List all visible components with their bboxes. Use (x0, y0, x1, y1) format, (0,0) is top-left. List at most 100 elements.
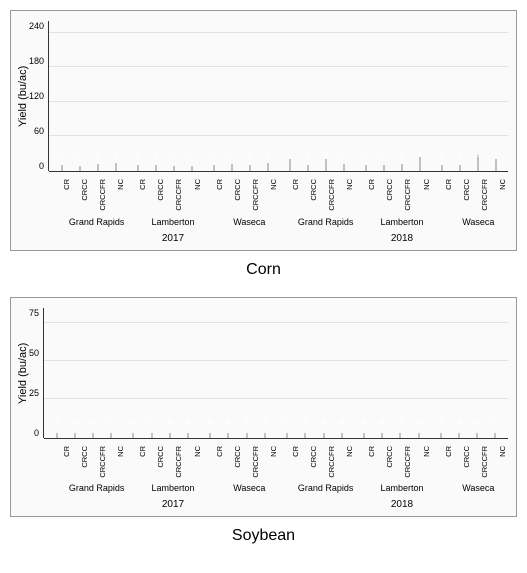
site-label: Lamberton (135, 214, 210, 230)
y-axis-label: Yield (bu/ac) (15, 21, 29, 171)
error-bar (151, 433, 152, 438)
error-bar (213, 165, 214, 171)
sig-letter: a (412, 150, 427, 159)
treatment-tick: CRCCFR (403, 176, 418, 214)
treatment-tick: CR (62, 443, 77, 460)
error-bar (343, 164, 344, 171)
treatment-tick: CRCCFR (174, 176, 189, 214)
error-bar (440, 433, 441, 438)
sig-letter: a (334, 417, 349, 426)
sig-letter: a (394, 150, 409, 159)
sig-letter: a (356, 417, 371, 426)
error-bar (231, 164, 232, 171)
treatment-tick: CRCC (385, 443, 400, 471)
treatment-tick: CRCCFR (251, 176, 266, 214)
treatment-tick: NC (269, 443, 284, 460)
y-axis-label: Yield (bu/ac) (15, 308, 29, 438)
sig-letter: a (239, 417, 254, 426)
treatment-tick: NC (116, 176, 131, 193)
error-bar (307, 165, 308, 171)
y-tick: 180 (29, 56, 44, 66)
y-tick: 75 (29, 308, 39, 318)
treatment-tick: CRCCFR (480, 443, 495, 481)
treatment-tick: CRCCFR (98, 176, 113, 214)
treatment-tick: CR (215, 443, 230, 460)
sig-letter: a (206, 150, 221, 159)
corn-title: Corn (10, 261, 517, 279)
error-bar (477, 433, 478, 438)
sig-letter: a (72, 150, 87, 159)
error-bar (111, 433, 112, 438)
sig-letter: a (166, 150, 181, 159)
treatment-tick: NC (193, 443, 208, 460)
error-bar (383, 165, 384, 171)
error-bar (74, 433, 75, 438)
y-tick: 0 (29, 428, 39, 438)
site-label: Grand Rapids (59, 480, 134, 496)
sig-letter: a (280, 417, 295, 426)
treatment-tick: CRCC (156, 176, 171, 204)
site-label: Grand Rapids (288, 480, 363, 496)
treatment-tick: NC (345, 176, 360, 193)
sig-letter: a (162, 417, 177, 426)
error-bar (289, 159, 290, 171)
error-bar (115, 163, 116, 171)
corn-chart: Yield (bu/ac)240180120600aaaaaaaaaaaaaaa… (10, 10, 517, 251)
soybean-chart: Yield (bu/ac)7550250aaaaaaaaaaaaaaaaaaaa… (10, 297, 517, 518)
error-bar (441, 165, 442, 171)
sig-letter: a (452, 150, 467, 159)
sig-letter: a (67, 417, 82, 426)
treatment-tick: CR (367, 176, 382, 193)
sig-letter: a (300, 150, 315, 159)
y-tick: 120 (29, 91, 44, 101)
error-bar (264, 433, 265, 438)
error-bar (267, 163, 268, 171)
treatment-tick: CR (138, 443, 153, 460)
treatment-tick: NC (498, 443, 513, 460)
error-bar (249, 165, 250, 171)
sig-letter: a (470, 417, 485, 426)
error-bar (56, 433, 57, 438)
sig-letter: a (148, 150, 163, 159)
sig-letter: a (257, 417, 272, 426)
treatment-tick: CR (215, 176, 230, 193)
sig-letter: a (393, 417, 408, 426)
year-label: 2018 (288, 496, 516, 516)
error-bar (495, 433, 496, 438)
site-label: Lamberton (364, 214, 439, 230)
error-bar (246, 433, 247, 438)
treatment-tick: CRCCFR (327, 443, 342, 481)
error-bar (363, 433, 364, 438)
treatment-tick: CR (62, 176, 77, 193)
site-label: Lamberton (364, 480, 439, 496)
treatment-tick: NC (193, 176, 208, 193)
error-bar (323, 433, 324, 438)
sig-letter: a (375, 417, 390, 426)
treatment-tick: CRCCFR (251, 443, 266, 481)
treatment-tick: CRCCFR (327, 176, 342, 214)
treatment-tick: CRCC (462, 443, 477, 471)
treatment-tick: CRCC (385, 176, 400, 204)
y-axis: 240180120600 (29, 21, 49, 171)
sig-letter: a (318, 150, 333, 159)
error-bar (365, 165, 366, 171)
treatment-tick: CR (291, 443, 306, 460)
treatment-tick: CRCC (80, 176, 95, 204)
treatment-tick: CRCC (233, 443, 248, 471)
error-bar (133, 433, 134, 438)
plot-area: aaaaaaaaaaaaaaaaaaaaaaaa (44, 308, 508, 439)
sig-letter: a (54, 150, 69, 159)
site-label: Waseca (441, 480, 516, 496)
treatment-tick: NC (269, 176, 284, 193)
sig-letter: a (184, 150, 199, 159)
error-bar (210, 433, 211, 438)
sig-letter: a (242, 150, 257, 159)
y-axis: 7550250 (29, 308, 44, 438)
sig-letter: a (90, 150, 105, 159)
sig-letter: a (49, 417, 64, 426)
treatment-tick: CRCC (309, 176, 324, 204)
treatment-tick: CRCC (462, 176, 477, 204)
year-label: 2017 (59, 496, 287, 516)
sig-letter: a (144, 417, 159, 426)
treatment-tick: CRCCFR (480, 176, 495, 214)
